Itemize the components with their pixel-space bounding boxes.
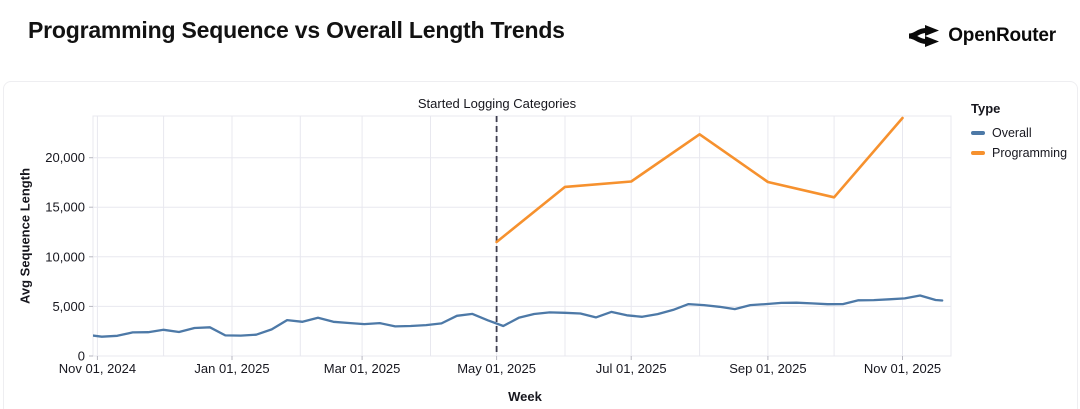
- page-title: Programming Sequence vs Overall Length T…: [28, 17, 565, 43]
- y-tick-label: 5,000: [52, 299, 85, 314]
- x-tick-label: Jul 01, 2025: [596, 361, 667, 376]
- x-tick-label: Sep 01, 2025: [729, 361, 806, 376]
- openrouter-route-icon: [909, 25, 940, 47]
- y-tick-label: 15,000: [45, 200, 85, 215]
- overall-line[interactable]: [86, 294, 944, 338]
- chart-card: [3, 81, 1078, 409]
- plot-border: [92, 115, 952, 357]
- y-tick-label: 10,000: [45, 249, 85, 264]
- legend-label: Overall: [992, 126, 1032, 140]
- legend-items: Overall Programming: [971, 126, 1067, 160]
- x-tick-label: Mar 01, 2025: [324, 361, 401, 376]
- x-axis-title: Week: [508, 389, 542, 404]
- legend-item-overall[interactable]: Overall: [971, 126, 1067, 140]
- legend: Type Overall Programming: [971, 101, 1067, 166]
- x-tick-label: Jan 01, 2025: [194, 361, 269, 376]
- y-axis-title: Avg Sequence Length: [17, 167, 33, 305]
- legend-swatch-programming: [971, 151, 985, 155]
- openrouter-logo: OpenRouter: [909, 25, 1056, 47]
- x-tick-label: Nov 01, 2024: [59, 361, 136, 376]
- legend-title: Type: [971, 101, 1001, 116]
- annotation-label: Started Logging Categories: [417, 96, 577, 111]
- legend-item-programming[interactable]: Programming: [971, 146, 1067, 160]
- x-tick-label: Nov 01, 2025: [864, 361, 941, 376]
- x-tick-label: May 01, 2025: [457, 361, 536, 376]
- axis-ticks: Nov 01, 2024 Jan 01, 2025 Mar 01, 2025 May …: [45, 150, 941, 376]
- programming-line[interactable]: [495, 116, 904, 244]
- openrouter-wordmark: OpenRouter: [948, 25, 1056, 46]
- series-group: [86, 116, 944, 338]
- legend-swatch-overall: [971, 131, 985, 135]
- y-tick-label: 20,000: [45, 150, 85, 165]
- y-tick-label: 0: [78, 349, 85, 364]
- legend-label: Programming: [992, 146, 1068, 160]
- gridlines: [92, 115, 952, 357]
